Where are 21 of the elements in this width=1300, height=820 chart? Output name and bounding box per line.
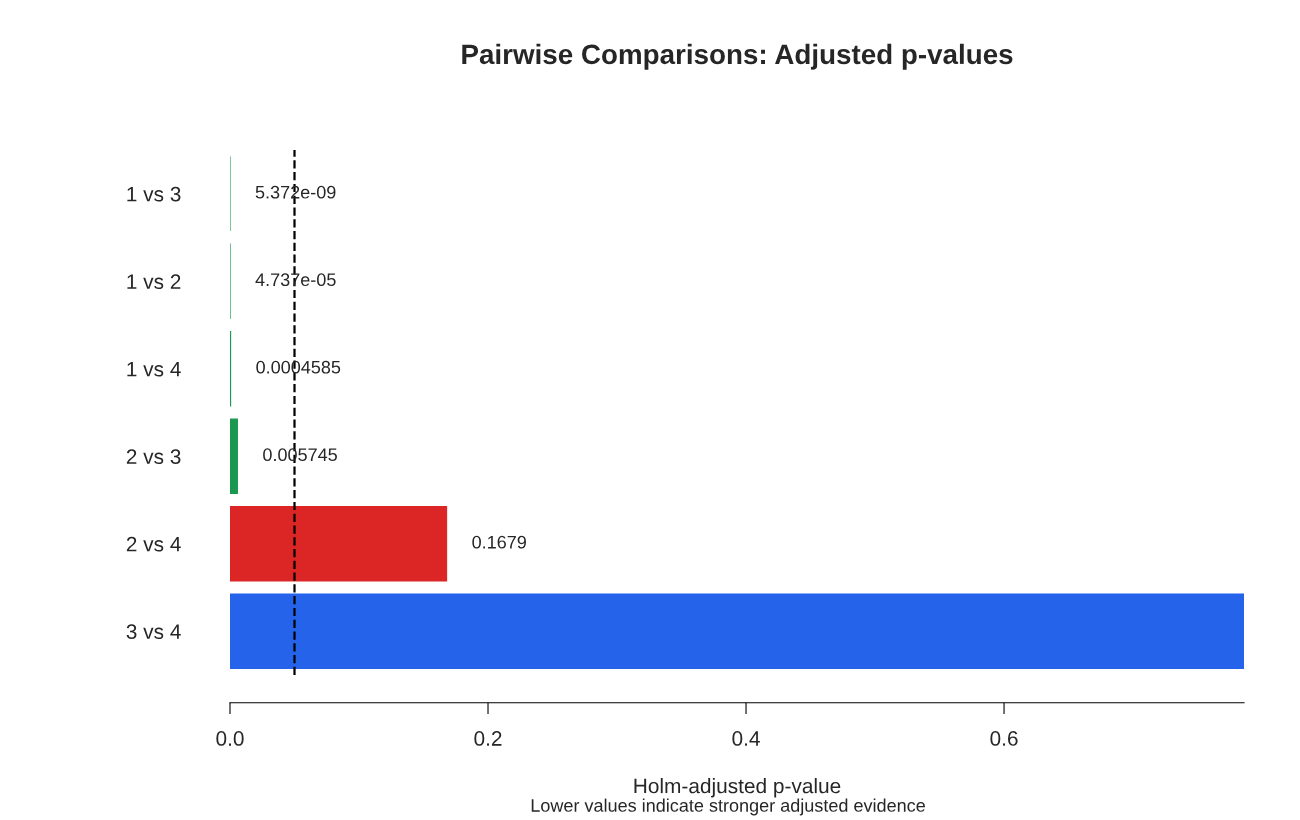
x-tick-label: 0.6 xyxy=(990,731,1018,746)
y-tick-label: 2 vs 3 xyxy=(126,449,181,464)
data-label: 0.005745 xyxy=(263,448,337,462)
y-tick-label: 1 vs 2 xyxy=(127,274,181,289)
chart-title: Pairwise Comparisons: Adjusted p-values xyxy=(462,43,1013,70)
x-tick-label: 0.2 xyxy=(474,731,502,746)
y-tick-label: 2 vs 4 xyxy=(126,536,181,552)
bar xyxy=(230,418,238,494)
text: Lower values indicate stronger adjusted evidence xyxy=(531,798,925,816)
bar xyxy=(230,593,1244,669)
x-tick-label: 0.4 xyxy=(732,731,760,746)
data-label: 4.737e-05 xyxy=(255,273,336,287)
y-tick-label: 1 vs 4 xyxy=(127,361,181,377)
y-tick-label: 3 vs 4 xyxy=(126,624,181,639)
data-label: 0.0004585 xyxy=(256,360,341,374)
y-tick-label: 1 vs 3 xyxy=(127,186,181,202)
data-label: 0.1679 xyxy=(472,535,526,549)
bar xyxy=(230,506,448,582)
data-label: 5.372e-09 xyxy=(255,185,336,199)
x-axis-title: Holm-adjusted p-value xyxy=(634,778,841,798)
x-tick-label: 0.0 xyxy=(216,731,244,746)
